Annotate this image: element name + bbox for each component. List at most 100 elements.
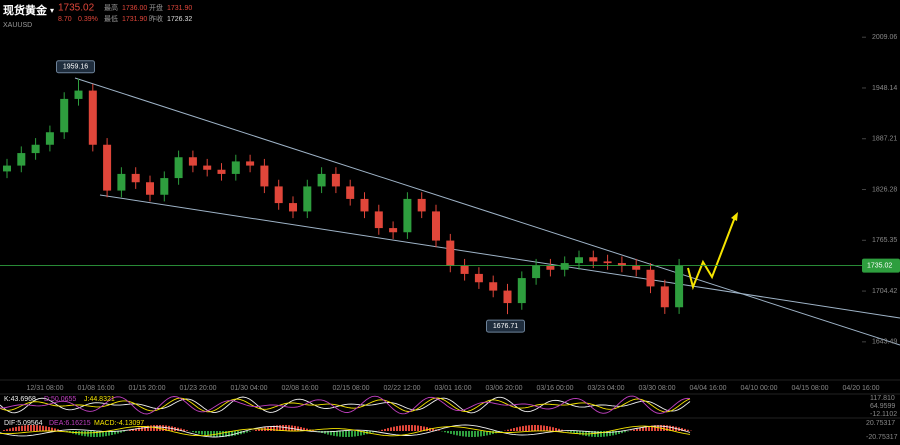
candle-body xyxy=(74,90,83,99)
macd-label: DEA:6.16215 xyxy=(49,420,91,427)
macd-bar xyxy=(282,425,284,431)
macd-bar xyxy=(516,427,518,431)
macd-bar xyxy=(222,431,224,437)
macd-bar xyxy=(456,431,458,436)
dropdown-icon[interactable]: ▾ xyxy=(50,6,54,15)
macd-bar xyxy=(330,431,332,436)
macd-bar xyxy=(558,428,560,431)
macd-bar xyxy=(426,427,428,431)
macd-bar xyxy=(639,427,641,431)
macd-bar xyxy=(339,431,341,437)
macd-bar xyxy=(507,429,509,431)
candle-body xyxy=(317,173,326,187)
macd-bar xyxy=(195,431,197,433)
x-tick-label: 02/15 08:00 xyxy=(333,385,370,392)
candle-body xyxy=(503,290,512,304)
macd-bar xyxy=(234,431,236,436)
price-tag-label: 1959.16 xyxy=(63,64,88,71)
macd-bar xyxy=(666,425,668,431)
macd-bar xyxy=(615,431,617,435)
macd-bar xyxy=(210,431,212,437)
macd-bar xyxy=(45,426,47,431)
macd-bar xyxy=(27,425,29,431)
kdj-axis-label: 64.9599 xyxy=(870,403,895,410)
macd-bar xyxy=(399,425,401,431)
macd-bar xyxy=(186,430,188,431)
macd-bar xyxy=(48,426,50,431)
macd-bar xyxy=(381,429,383,431)
macd-bar xyxy=(255,429,257,431)
macd-bar xyxy=(663,425,665,431)
candle-body xyxy=(417,198,426,212)
candle-body xyxy=(560,263,569,270)
x-tick-label: 02/22 12:00 xyxy=(384,385,421,392)
macd-bar xyxy=(630,430,632,431)
macd-bar xyxy=(333,431,335,436)
kdj-axis-label: 117.810 xyxy=(870,395,895,402)
macd-bar xyxy=(9,428,11,431)
macd-bar xyxy=(618,431,620,434)
macd-bar xyxy=(573,431,575,434)
candle-body xyxy=(289,203,297,212)
macd-bar xyxy=(129,430,131,431)
candle-body xyxy=(303,186,312,212)
candle-body xyxy=(474,273,483,283)
macd-bar xyxy=(552,427,554,431)
instrument-name[interactable]: 现货黄金 xyxy=(3,3,48,17)
macd-bar xyxy=(534,425,536,431)
candle-body xyxy=(174,157,183,179)
x-tick-label: 04/10 00:00 xyxy=(741,385,778,392)
macd-axis-label: -20.75317 xyxy=(866,434,898,441)
macd-bar xyxy=(459,431,461,436)
macd-bar xyxy=(228,431,230,437)
prev-close-value: 1726.32 xyxy=(167,16,192,23)
candle-body xyxy=(432,211,440,241)
macd-dea xyxy=(0,425,691,437)
macd-bar xyxy=(258,429,260,431)
macd-bar xyxy=(438,430,440,431)
macd-bar xyxy=(405,425,407,431)
macd-bar xyxy=(39,425,41,431)
macd-bar xyxy=(468,431,470,437)
macd-bar xyxy=(153,425,155,431)
price-tag xyxy=(56,60,95,74)
macd-dif xyxy=(0,424,691,438)
x-tick-label: 02/08 16:00 xyxy=(282,385,319,392)
macd-bar xyxy=(621,431,623,434)
macd-bar xyxy=(294,425,296,431)
candle-body xyxy=(60,98,69,133)
macd-bar xyxy=(114,431,116,435)
x-tick-label: 04/04 16:00 xyxy=(690,385,727,392)
macd-bar xyxy=(225,431,227,437)
macd-bar xyxy=(231,431,233,437)
macd-bar xyxy=(651,425,653,431)
macd-bar xyxy=(519,426,521,431)
macd-bar xyxy=(312,430,314,431)
macd-bar xyxy=(684,428,686,431)
candle-body xyxy=(45,132,54,145)
macd-bar xyxy=(267,426,269,431)
macd-bar xyxy=(87,431,89,437)
macd-bar xyxy=(423,426,425,431)
candle-body xyxy=(160,178,169,195)
macd-bar xyxy=(141,426,143,431)
macd-bar xyxy=(123,431,125,432)
candle-body xyxy=(589,257,598,262)
macd-bar xyxy=(396,426,398,431)
macd-bar xyxy=(597,431,599,437)
x-tick-label: 04/20 16:00 xyxy=(843,385,880,392)
x-tick-label: 03/06 20:00 xyxy=(486,385,523,392)
macd-bar xyxy=(402,425,404,431)
macd-bar xyxy=(6,429,8,431)
macd-bar xyxy=(555,427,557,431)
x-tick-label: 01/15 20:00 xyxy=(129,385,166,392)
macd-bar xyxy=(462,431,464,437)
macd-bar xyxy=(354,431,356,437)
macd-bar xyxy=(120,431,122,433)
macd-bar xyxy=(96,431,98,437)
macd-bar xyxy=(117,431,119,434)
macd-bar xyxy=(177,427,179,431)
macd-bar xyxy=(612,431,614,436)
